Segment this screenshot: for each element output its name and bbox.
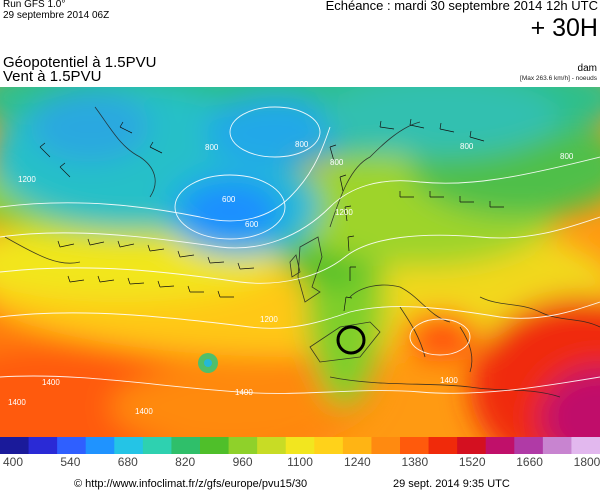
color-swatch bbox=[457, 437, 487, 454]
color-swatch bbox=[485, 437, 515, 454]
color-swatch bbox=[57, 437, 87, 454]
color-scale-tick: 400 bbox=[2, 455, 24, 469]
color-swatch bbox=[428, 437, 458, 454]
contour-label: 600 bbox=[222, 195, 236, 204]
run-date: 29 septembre 2014 06Z bbox=[3, 10, 110, 21]
color-swatch bbox=[285, 437, 315, 454]
contour-label: 1400 bbox=[42, 378, 60, 387]
contour-label: 800 bbox=[330, 158, 344, 167]
color-swatch bbox=[28, 437, 58, 454]
parameter-wind: Vent à 1.5PVU bbox=[3, 68, 102, 85]
geopotential-field bbox=[0, 87, 600, 437]
color-swatch bbox=[571, 437, 600, 454]
color-scale-tick: 960 bbox=[232, 455, 253, 469]
color-scale-tick: 540 bbox=[60, 455, 81, 469]
color-scale-tick: 1520 bbox=[458, 455, 486, 469]
lead-time: + 30H bbox=[530, 14, 598, 42]
color-swatch bbox=[171, 437, 201, 454]
color-swatch bbox=[400, 437, 430, 454]
color-scale-tick: 820 bbox=[175, 455, 196, 469]
contour-label: 1200 bbox=[18, 175, 36, 184]
generation-date: 29 sept. 2014 9:35 UTC bbox=[393, 478, 510, 490]
contour-label: 1400 bbox=[235, 388, 253, 397]
color-swatch bbox=[114, 437, 144, 454]
contour-label: 1400 bbox=[8, 398, 26, 407]
color-swatch bbox=[342, 437, 372, 454]
source-url[interactable]: © http://www.infoclimat.fr/z/gfs/europe/… bbox=[74, 478, 308, 490]
color-swatch bbox=[542, 437, 572, 454]
run-title: Run GFS 1.0° bbox=[3, 0, 66, 10]
color-swatch bbox=[85, 437, 115, 454]
color-scale-tick: 1380 bbox=[401, 455, 429, 469]
max-wind-info: [Max 263.6 km/h] - noeuds bbox=[520, 75, 597, 82]
color-scale-tick: 1800 bbox=[573, 455, 600, 469]
highlight-circle bbox=[336, 325, 366, 355]
color-swatch bbox=[0, 437, 30, 454]
contour-label: 1400 bbox=[135, 407, 153, 416]
weather-map[interactable]: 800 800 800 600 600 800 800 1200 1200 12… bbox=[0, 87, 600, 437]
color-swatch bbox=[228, 437, 258, 454]
unit-label: dam bbox=[577, 63, 597, 74]
contour-label: 600 bbox=[245, 220, 259, 229]
color-scale bbox=[0, 437, 600, 454]
color-swatch bbox=[142, 437, 172, 454]
parameter-geopotential: Géopotentiel à 1.5PVU bbox=[3, 54, 157, 71]
contour-label: 1200 bbox=[335, 208, 353, 217]
contour-label: 1400 bbox=[440, 376, 458, 385]
contour-labels: 800 800 800 600 600 800 800 1200 1200 12… bbox=[8, 140, 574, 416]
color-scale-tick: 1660 bbox=[516, 455, 543, 469]
contour-label: 800 bbox=[460, 142, 474, 151]
color-scale-tick: 680 bbox=[117, 455, 138, 469]
contour-label: 800 bbox=[295, 140, 309, 149]
color-swatch bbox=[514, 437, 544, 454]
contour-label: 1200 bbox=[260, 315, 278, 324]
forecast-valid-time: Echéance : mardi 30 septembre 2014 12h U… bbox=[325, 0, 598, 13]
color-swatch bbox=[200, 437, 230, 454]
color-swatch bbox=[314, 437, 344, 454]
color-swatch bbox=[257, 437, 287, 454]
color-scale-tick: 1240 bbox=[344, 455, 371, 469]
color-scale-tick: 1100 bbox=[287, 455, 313, 469]
contour-label: 800 bbox=[205, 143, 219, 152]
color-swatch bbox=[371, 437, 401, 454]
contour-label: 800 bbox=[560, 152, 574, 161]
color-scale-ticks: 400 540 680 820 960 1100 1240 1380 1520 1660 1800 bbox=[0, 455, 600, 469]
